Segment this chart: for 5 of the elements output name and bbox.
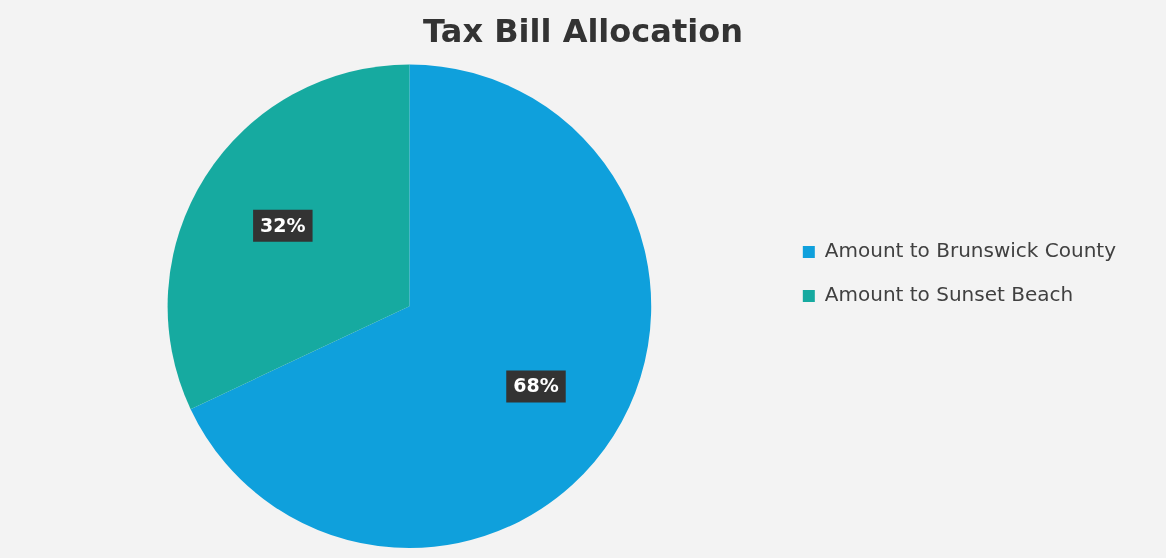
legend-label: Amount to Sunset Beach (824, 282, 1074, 307)
legend-label: Amount to Brunswick County (824, 238, 1117, 263)
data-label: 68% (513, 374, 559, 397)
chart-title: Tax Bill Allocation (423, 11, 743, 50)
data-label: 32% (260, 213, 306, 236)
